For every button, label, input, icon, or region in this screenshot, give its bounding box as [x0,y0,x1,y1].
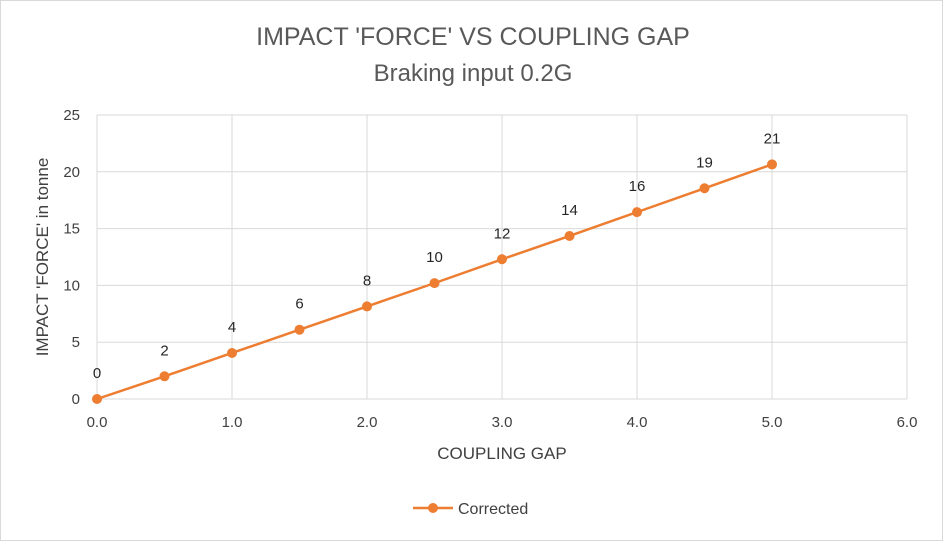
x-tick-label: 6.0 [897,414,918,431]
data-point [632,207,642,218]
data-point [362,301,372,312]
data-label: 16 [629,178,646,195]
x-tick-label: 1.0 [222,414,243,431]
data-point [699,183,710,194]
series-layer: 0 2 4 6 8 10 12 14 16 19 21 [92,130,780,404]
chart-title: IMPACT 'FORCE' VS COUPLING GAP [256,23,690,51]
x-tick-label: 0.0 [87,414,108,431]
data-label: 12 [494,225,511,242]
x-tick-label: 4.0 [627,414,648,431]
data-label: 8 [363,272,371,289]
data-label: 4 [228,319,236,336]
data-label: 14 [561,202,578,219]
data-label: 6 [295,296,303,313]
data-point [294,324,305,335]
y-axis-title: IMPACT 'FORCE' in tonne [33,158,52,357]
data-point [92,394,102,404]
x-tick-label: 2.0 [357,414,378,431]
data-label: 19 [696,154,713,171]
data-point [159,371,170,382]
y-tick-label: 25 [63,107,80,124]
y-tick-label: 5 [72,334,80,351]
y-tick-label: 20 [63,164,80,181]
legend: Corrected [413,501,528,518]
x-tick-label: 3.0 [492,414,513,431]
data-point [767,159,777,170]
data-label: 2 [160,342,168,359]
y-tick-label: 15 [63,221,80,238]
chart-subtitle: Braking input 0.2G [374,60,573,87]
data-label: 10 [426,249,443,266]
x-tick-label: 5.0 [762,414,783,431]
data-point [429,278,440,289]
data-label: 0 [93,365,101,382]
data-point [497,254,507,265]
data-point [227,347,237,358]
y-tick-label: 0 [72,391,80,408]
legend-marker [428,503,438,513]
legend-label: Corrected [458,501,528,518]
data-point [564,230,575,241]
data-label: 21 [764,130,781,147]
x-axis-title: COUPLING GAP [437,444,566,463]
y-tick-label: 10 [63,277,80,294]
